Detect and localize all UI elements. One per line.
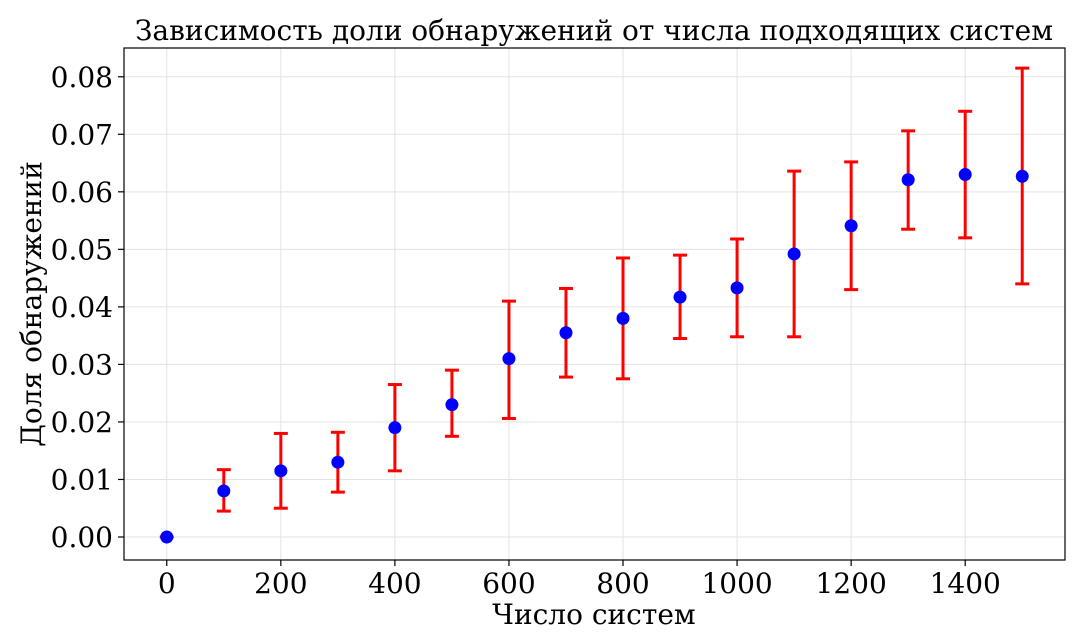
grid-layer <box>124 48 1065 560</box>
y-tick-label: 0.03 <box>51 348 113 381</box>
x-tick-label: 600 <box>482 567 535 600</box>
marker-layer <box>160 168 1029 544</box>
data-point <box>445 398 459 412</box>
data-point <box>844 219 858 233</box>
y-tick-label: 0.07 <box>51 118 113 151</box>
data-point <box>958 168 972 182</box>
data-point <box>160 530 174 544</box>
y-axis-title: Доля обнаружений <box>15 161 48 447</box>
data-point <box>730 281 744 295</box>
plot-frame <box>123 47 1066 561</box>
x-tick-label: 1200 <box>816 567 887 600</box>
data-point <box>559 326 573 340</box>
data-point <box>901 173 915 187</box>
data-point <box>673 290 687 304</box>
data-point <box>388 421 402 435</box>
x-tick-label: 0 <box>158 567 176 600</box>
y-tick-label: 0.04 <box>51 291 113 324</box>
data-point <box>274 464 288 478</box>
x-axis: 0 200 400 600 800 1000 1200 1400 <box>158 560 1001 600</box>
y-tick-label: 0.01 <box>51 463 113 496</box>
y-tick-label: 0.06 <box>51 176 113 209</box>
x-tick-label: 400 <box>368 567 421 600</box>
errorbar-layer <box>159 66 1030 539</box>
data-point <box>1015 169 1029 183</box>
data-point <box>217 484 231 498</box>
data-point <box>331 455 345 469</box>
x-tick-label: 1000 <box>701 567 772 600</box>
y-tick-label: 0.02 <box>51 406 113 439</box>
data-point <box>502 352 516 366</box>
chart-title: Зависимость доли обнаружений от числа по… <box>135 14 1053 47</box>
x-axis-title: Число систем <box>492 598 695 631</box>
data-point <box>616 311 630 325</box>
x-tick-label: 200 <box>254 567 307 600</box>
x-tick-label: 1400 <box>930 567 1001 600</box>
y-axis: 0.00 0.01 0.02 0.03 0.04 0.05 0.06 0.07 0.08 <box>51 61 124 554</box>
x-tick-label: 800 <box>596 567 649 600</box>
y-tick-label: 0.08 <box>51 61 113 94</box>
data-point <box>787 247 801 261</box>
y-tick-label: 0.00 <box>51 521 113 554</box>
y-tick-label: 0.05 <box>51 233 113 266</box>
